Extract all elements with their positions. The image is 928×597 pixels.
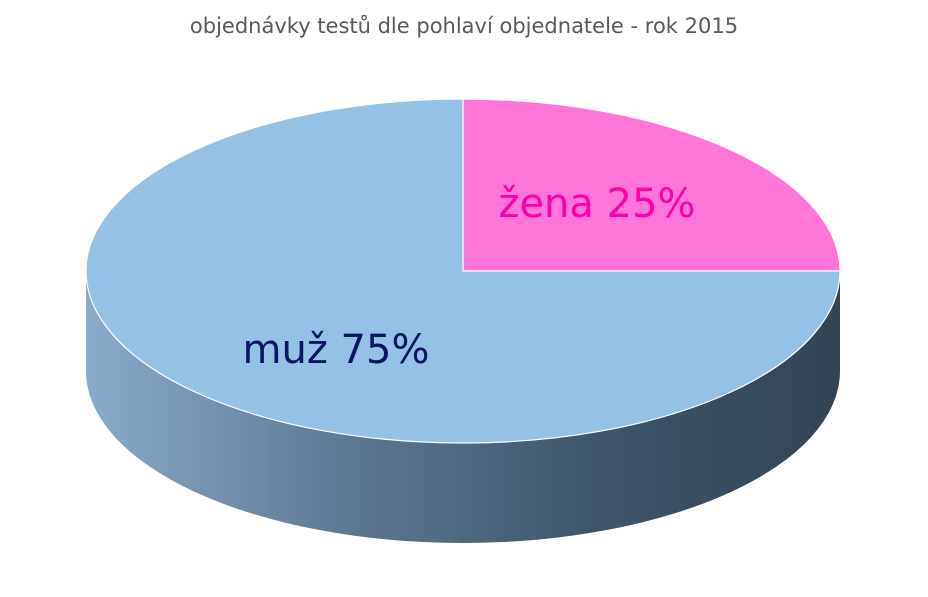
chart-title: objednávky testů dle pohlaví objednatele… [189, 14, 739, 38]
slice-label-žena: žena 25% [498, 181, 695, 227]
pie-labels: žena 25% muž 75% [243, 181, 696, 373]
pie-slice-žena [462, 98, 841, 272]
pie-top [85, 98, 841, 444]
pie-side [86, 271, 840, 543]
pie-side-wall [86, 271, 840, 543]
pie-slice-muž [85, 98, 841, 444]
slice-label-muž: muž 75% [243, 327, 430, 373]
